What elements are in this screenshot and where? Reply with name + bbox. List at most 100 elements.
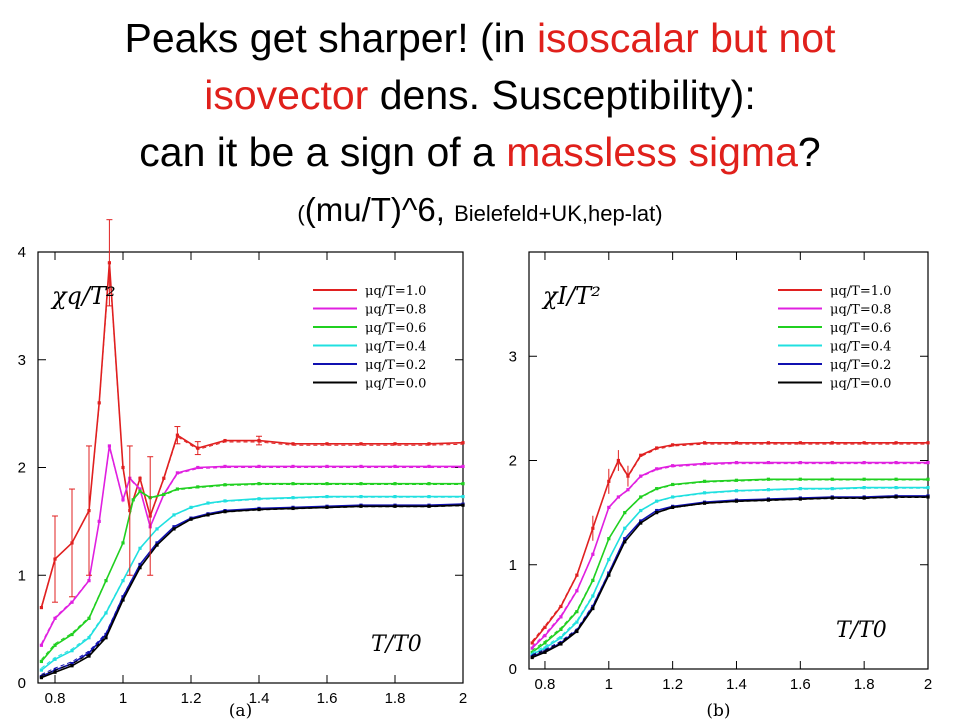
data-point bbox=[70, 600, 74, 604]
data-point bbox=[671, 505, 675, 510]
data-point bbox=[39, 668, 43, 672]
title-highlight: massless sigma bbox=[506, 129, 798, 175]
data-point bbox=[291, 506, 295, 511]
x-tick-label: 0.8 bbox=[535, 676, 556, 693]
y-axis-label: χq/T² bbox=[50, 282, 116, 310]
data-point bbox=[607, 571, 611, 575]
data-point bbox=[189, 517, 193, 521]
legend-label: μq/T=0.2 bbox=[830, 358, 891, 373]
data-point bbox=[926, 460, 930, 465]
data-point bbox=[121, 579, 125, 583]
data-point bbox=[616, 495, 620, 499]
data-point bbox=[894, 486, 898, 490]
data-point bbox=[623, 526, 627, 530]
y-tick-label: 1 bbox=[18, 567, 26, 584]
y-tick-label: 2 bbox=[18, 460, 26, 477]
y-tick-label: 4 bbox=[18, 244, 26, 261]
data-point bbox=[591, 578, 595, 582]
data-point bbox=[155, 527, 159, 531]
data-point bbox=[559, 642, 563, 646]
series-line bbox=[531, 478, 928, 653]
data-point bbox=[172, 525, 176, 529]
data-point bbox=[894, 460, 898, 465]
data-point bbox=[766, 477, 770, 481]
y-axis-label: χI/T² bbox=[541, 282, 601, 310]
data-point bbox=[639, 495, 643, 499]
subtitle-paren: ( bbox=[297, 201, 305, 226]
legend-label: μq/T=0.8 bbox=[365, 303, 426, 318]
data-point bbox=[172, 513, 176, 517]
data-point bbox=[97, 401, 101, 405]
data-point bbox=[196, 465, 200, 470]
data-point bbox=[798, 441, 802, 445]
data-point bbox=[87, 579, 91, 583]
data-point bbox=[138, 566, 142, 570]
data-point bbox=[223, 464, 227, 469]
data-point bbox=[53, 616, 57, 620]
chart-panel-b: 0.8 1 1.2 1.4 1.6 1.8 2 0 1 2 3 χI/T² T/T0 μq/T=1.0 μq… bbox=[507, 238, 960, 720]
title-text: Peaks get sharper! (in bbox=[124, 15, 537, 61]
data-point bbox=[393, 482, 397, 486]
data-point bbox=[575, 610, 579, 614]
data-point bbox=[702, 501, 707, 505]
data-point bbox=[639, 453, 643, 457]
data-point bbox=[655, 467, 659, 471]
series-line-dashed bbox=[531, 487, 928, 653]
x-tick-label: 1.8 bbox=[385, 690, 406, 707]
data-point bbox=[70, 664, 74, 668]
title-highlight: isoscalar but not bbox=[536, 15, 836, 61]
panel-label: (a) bbox=[229, 701, 252, 720]
data-point bbox=[104, 636, 108, 640]
data-point bbox=[427, 494, 431, 499]
data-point bbox=[155, 541, 159, 545]
data-point bbox=[121, 598, 125, 602]
data-point bbox=[639, 508, 643, 513]
data-point bbox=[926, 486, 930, 490]
data-point bbox=[607, 505, 611, 510]
data-point bbox=[559, 636, 563, 640]
legend-label: μq/T=0.6 bbox=[830, 321, 891, 336]
data-point bbox=[926, 495, 930, 499]
data-point bbox=[257, 497, 261, 501]
legend-label: μq/T=1.0 bbox=[830, 284, 891, 299]
title-line-1: Peaks get sharper! (in isoscalar but not bbox=[0, 10, 960, 67]
data-point bbox=[104, 579, 108, 583]
data-point bbox=[671, 443, 675, 447]
data-point bbox=[121, 541, 125, 545]
title-highlight: isovector bbox=[204, 72, 369, 118]
data-point bbox=[671, 464, 675, 468]
x-tick-label: 1.4 bbox=[726, 676, 747, 693]
data-point bbox=[138, 476, 142, 480]
data-point bbox=[830, 477, 834, 481]
data-point bbox=[87, 636, 91, 640]
data-point bbox=[175, 471, 179, 475]
data-point bbox=[894, 477, 898, 481]
data-point bbox=[655, 499, 659, 503]
data-point bbox=[223, 438, 227, 443]
series-line-dashed bbox=[41, 484, 463, 660]
data-point bbox=[461, 494, 465, 499]
x-tick-label: 2 bbox=[459, 690, 467, 707]
data-point bbox=[607, 537, 611, 541]
data-point bbox=[257, 482, 261, 486]
data-point bbox=[461, 482, 465, 486]
data-point bbox=[655, 487, 659, 491]
data-point bbox=[671, 482, 675, 487]
data-point bbox=[623, 537, 627, 541]
chart-panel-a: 0.8 1 1.2 1.4 1.6 1.8 2 0 1 2 3 4 χq/T² T/T0 μq/T=1.0 μ… bbox=[0, 219, 498, 720]
data-point bbox=[162, 492, 166, 497]
data-point bbox=[543, 641, 547, 645]
data-point bbox=[223, 499, 227, 503]
data-point bbox=[131, 498, 135, 502]
data-point bbox=[734, 499, 739, 503]
data-point bbox=[798, 497, 802, 501]
data-point bbox=[393, 464, 397, 469]
legend-label: μq/T=0.6 bbox=[365, 321, 426, 336]
x-tick-label: 1 bbox=[605, 676, 613, 693]
data-point bbox=[862, 496, 866, 500]
data-point bbox=[543, 625, 547, 629]
data-point bbox=[87, 654, 91, 658]
data-point bbox=[138, 546, 142, 550]
y-tick-label: 3 bbox=[509, 348, 517, 365]
data-point bbox=[671, 495, 675, 499]
